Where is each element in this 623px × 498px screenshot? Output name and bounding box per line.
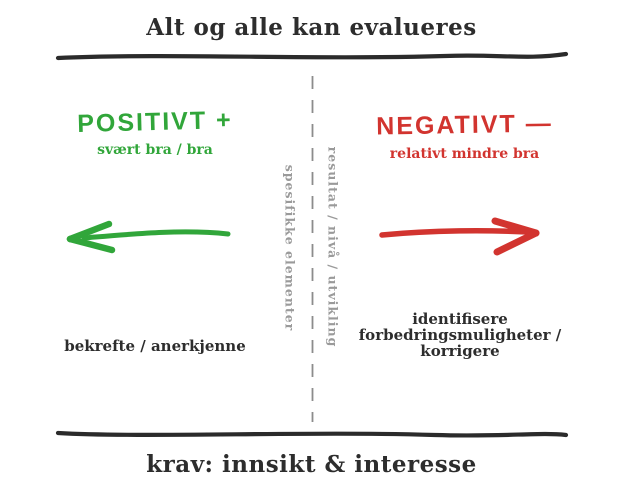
page-title: Alt og alle kan evalueres	[146, 14, 477, 41]
positive-subheading: svært bra / bra	[97, 142, 213, 158]
negative-subheading: relativt mindre bra	[389, 146, 540, 162]
negative-note-line: korrigere	[420, 342, 500, 360]
negative-note-line: forbedringsmuligheter /	[358, 326, 562, 344]
negative-note: identifisere forbedringsmuligheter / kor…	[352, 311, 568, 359]
bottom-divider-line	[55, 430, 569, 438]
positive-heading: POSITIVT +	[76, 105, 234, 139]
negative-note-line: identifisere	[412, 310, 508, 328]
axis-label-elements: spesifikke elementer	[282, 164, 298, 332]
negative-heading: NEGATIVT —	[376, 109, 553, 141]
red-right-arrow-icon	[379, 217, 540, 256]
axis-label-results: resultat / nivå / utvikling	[325, 146, 341, 348]
dashed-axis-line	[311, 76, 314, 422]
top-divider-line	[55, 51, 569, 61]
positive-note: bekrefte / anerkjenne	[64, 337, 246, 355]
green-left-arrow-icon	[66, 220, 231, 254]
footer-title: krav: innsikt & interesse	[146, 451, 477, 478]
